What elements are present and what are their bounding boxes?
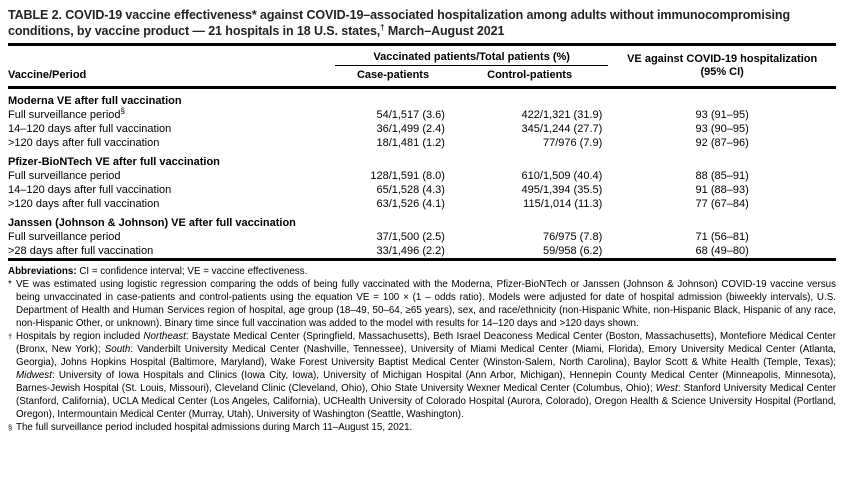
col-header-ve-line1: VE against COVID-19 hospitalization <box>627 53 818 65</box>
section-header-label: Pfizer-BioNTech VE after full vaccinatio… <box>8 156 220 168</box>
ve-value: 93 (91–95) <box>695 109 749 121</box>
ve-value: 71 (56–81) <box>695 231 749 243</box>
footnotes: Abbreviations: CI = confidence interval;… <box>8 265 836 434</box>
section-header-janssen: Janssen (Johnson & Johnson) VE after ful… <box>8 211 836 230</box>
footnote-section-text: The full surveillance period included ho… <box>16 422 413 433</box>
control-value: 77/976 (7.9) <box>542 137 603 149</box>
footnote-asterisk-text: VE was estimated using logistic regressi… <box>16 279 836 329</box>
control-value: 610/1,509 (40.4) <box>521 170 603 182</box>
case-value: 36/1,499 (2.4) <box>376 123 445 135</box>
ve-value: 68 (49–80) <box>695 245 749 257</box>
table-row: Full surveillance period 37/1,500 (2.5) … <box>8 230 836 244</box>
row-label: 14–120 days after full vaccination <box>8 184 172 196</box>
table-row: >28 days after full vaccination 33/1,496… <box>8 244 836 260</box>
table-title: TABLE 2. COVID-19 vaccine effectiveness*… <box>8 7 836 39</box>
row-label: >120 days after full vaccination <box>8 198 160 210</box>
case-value: 65/1,528 (4.3) <box>376 184 445 196</box>
footnote-abbreviations: Abbreviations: CI = confidence interval;… <box>8 265 836 278</box>
row-label: >120 days after full vaccination <box>8 137 160 149</box>
col-header-vaccine-period: Vaccine/Period <box>8 69 87 81</box>
col-header-ve-line2: (95% CI) <box>700 66 744 78</box>
table-title-date: March–August 2021 <box>384 24 505 38</box>
asterisk-mark: * <box>8 279 12 290</box>
footnote-dagger: † Hospitals by region included Northeast… <box>8 330 836 421</box>
table-row: Full surveillance period§ 54/1,517 (3.6)… <box>8 106 836 122</box>
ve-value: 91 (88–93) <box>695 184 749 196</box>
control-value: 345/1,244 (27.7) <box>521 123 603 135</box>
row-label: 14–120 days after full vaccination <box>8 123 172 135</box>
footnote-abbreviations-text: Abbreviations: CI = confidence interval;… <box>8 266 308 277</box>
col-header-ve: VE against COVID-19 hospitalization (95%… <box>608 45 836 88</box>
section-header-moderna: Moderna VE after full vaccination <box>8 88 836 109</box>
footnote-dagger-text: Hospitals by region included Northeast: … <box>16 331 836 420</box>
footnote-section: § The full surveillance period included … <box>8 421 836 434</box>
row-label: Full surveillance period <box>8 170 121 182</box>
col-header-case-patients: Case-patients <box>356 69 430 81</box>
control-value: 495/1,394 (35.5) <box>521 184 603 196</box>
section-header-pfizer: Pfizer-BioNTech VE after full vaccinatio… <box>8 150 836 169</box>
dagger-mark: † <box>8 332 13 341</box>
control-value: 76/975 (7.8) <box>542 231 603 243</box>
case-value: 18/1,481 (1.2) <box>376 137 445 149</box>
table-row: Full surveillance period 128/1,591 (8.0)… <box>8 169 836 183</box>
table-header: Vaccine/Period Vaccinated patients/Total… <box>8 44 836 88</box>
footnote-asterisk: * VE was estimated using logistic regres… <box>8 278 836 330</box>
control-value: 59/958 (6.2) <box>542 245 603 257</box>
case-value: 54/1,517 (3.6) <box>376 109 445 121</box>
row-label: Full surveillance period§ <box>8 106 125 121</box>
table-row: >120 days after full vaccination 63/1,52… <box>8 197 836 211</box>
section-mark: § <box>8 423 13 432</box>
case-value: 128/1,591 (8.0) <box>370 170 445 182</box>
section-header-label: Moderna VE after full vaccination <box>8 95 182 107</box>
table-row: 14–120 days after full vaccination 36/1,… <box>8 122 836 136</box>
table-row: 14–120 days after full vaccination 65/1,… <box>8 183 836 197</box>
case-value: 63/1,526 (4.1) <box>376 198 445 210</box>
col-header-vaccinated-span: Vaccinated patients/Total patients (%) <box>335 44 609 66</box>
case-value: 33/1,496 (2.2) <box>376 245 445 257</box>
control-value: 422/1,321 (31.9) <box>521 109 603 121</box>
control-value: 115/1,014 (11.3) <box>523 198 603 210</box>
ve-value: 77 (67–84) <box>695 198 749 210</box>
section-header-label: Janssen (Johnson & Johnson) VE after ful… <box>8 217 296 229</box>
table-row: >120 days after full vaccination 18/1,48… <box>8 136 836 150</box>
ve-value: 92 (87–96) <box>695 137 749 149</box>
table-title-text: TABLE 2. COVID-19 vaccine effectiveness*… <box>8 8 790 38</box>
col-header-control-patients: Control-patients <box>487 69 573 81</box>
row-label: >28 days after full vaccination <box>8 245 154 257</box>
case-value: 37/1,500 (2.5) <box>376 231 445 243</box>
row-label: Full surveillance period <box>8 231 121 243</box>
title-dagger-mark: † <box>380 22 385 32</box>
ve-value: 88 (85–91) <box>695 170 749 182</box>
section-mark-superscript: § <box>120 106 125 116</box>
table-body: Moderna VE after full vaccination Full s… <box>8 88 836 260</box>
ve-value: 93 (90–95) <box>695 123 749 135</box>
ve-table: Vaccine/Period Vaccinated patients/Total… <box>8 43 836 261</box>
